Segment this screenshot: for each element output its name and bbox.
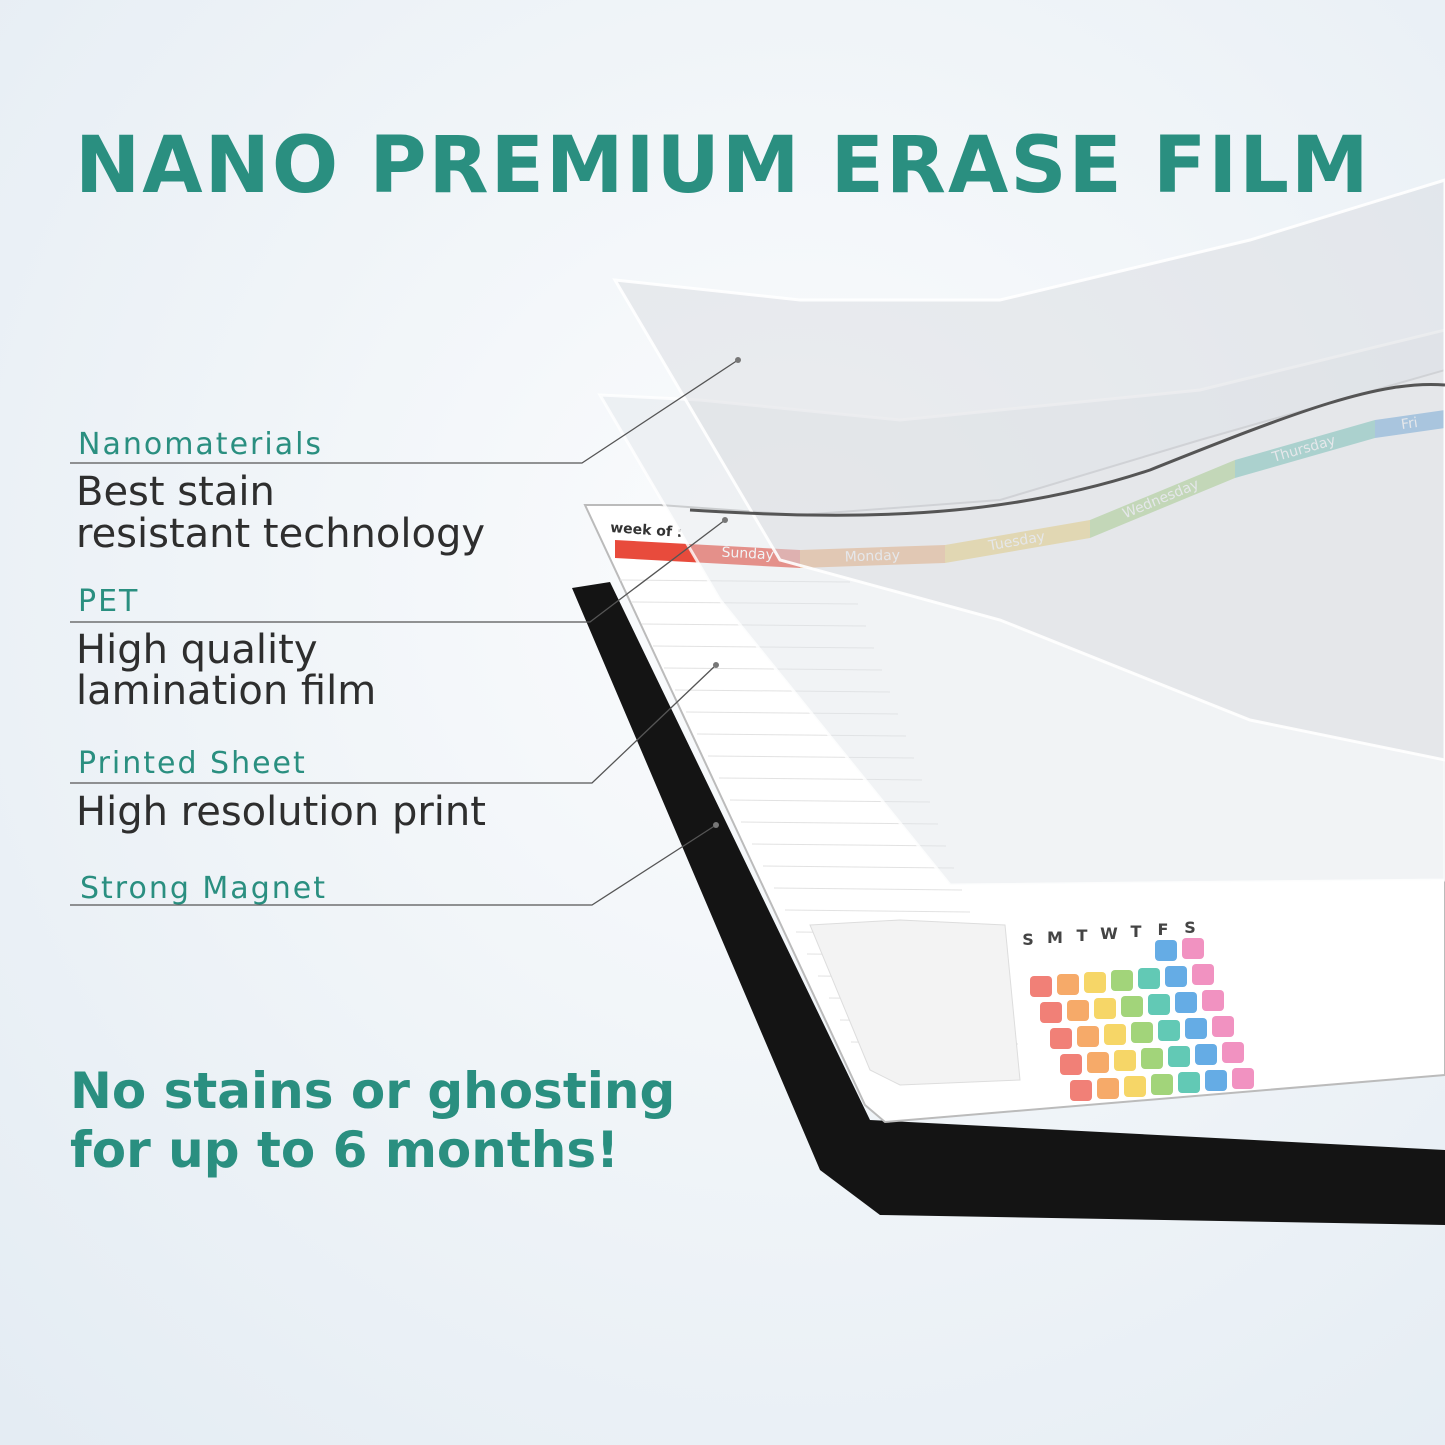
grid-cell	[1148, 994, 1170, 1015]
sheet-line	[707, 755, 915, 759]
grid-cell	[1182, 938, 1204, 959]
leader-line	[70, 519, 726, 623]
grid-cell	[1192, 964, 1214, 985]
sheet-line	[751, 843, 947, 847]
sheet-line	[674, 689, 891, 693]
grid-cell	[1165, 966, 1187, 987]
sheet-line	[641, 623, 867, 627]
grid-cell	[1094, 998, 1116, 1019]
layer-name: Printed Sheet	[78, 746, 307, 781]
grid-cell	[1084, 972, 1106, 993]
sheet-line	[696, 733, 907, 737]
grid-cell	[1185, 1018, 1207, 1039]
day-band	[1375, 410, 1445, 438]
tagline: for up to 6 months!	[70, 1121, 619, 1179]
weekday-initial: W	[1100, 924, 1118, 943]
grid-cell	[1222, 1042, 1244, 1063]
grid-cell	[1124, 1076, 1146, 1097]
sheet-line	[685, 711, 899, 715]
grid-cell	[1104, 1024, 1126, 1045]
day-band	[615, 540, 800, 568]
day-name: Fri	[1400, 415, 1419, 433]
weekday-initial: F	[1158, 920, 1169, 939]
leader-dot	[713, 662, 719, 668]
grid-cell	[1202, 990, 1224, 1011]
grid-cell	[1158, 1020, 1180, 1041]
sheet-line	[652, 645, 875, 649]
layer-description: High resolution print	[76, 789, 486, 835]
day-band	[1235, 420, 1375, 478]
pet-film	[597, 328, 1445, 887]
weekday-initial: S	[1184, 918, 1196, 937]
grid-cell	[1077, 1026, 1099, 1047]
title: NANO PREMIUM ERASE FILM	[75, 121, 1371, 211]
week-label: week of :	[610, 520, 683, 541]
grid-cell	[1168, 1046, 1190, 1067]
weekday-initial: M	[1047, 928, 1063, 947]
grid-cell	[1050, 1028, 1072, 1049]
layer-description: Best stain	[76, 469, 275, 515]
leader-line	[70, 824, 717, 906]
leader-line	[70, 664, 717, 784]
layer-name: Strong Magnet	[80, 871, 327, 906]
day-name: Monday	[844, 548, 900, 566]
magnet-base	[572, 582, 1445, 1225]
layer-description: High quality	[76, 627, 317, 673]
layer-name: PET	[78, 584, 139, 619]
grid-cell	[1155, 940, 1177, 961]
grid-cell	[1030, 976, 1052, 997]
nano-film	[612, 178, 1445, 762]
weekday-initial: S	[1022, 930, 1034, 949]
day-band	[800, 545, 945, 568]
grid-cell	[1040, 1002, 1062, 1023]
grid-cell	[1151, 1074, 1173, 1095]
leader-dot	[722, 517, 728, 523]
grid-cell	[1111, 970, 1133, 991]
grid-cell	[1138, 968, 1160, 989]
sheet-line	[619, 579, 851, 583]
grid-cell	[1114, 1050, 1136, 1071]
tagline: No stains or ghosting	[70, 1062, 675, 1120]
grid-cell	[1175, 992, 1197, 1013]
day-name: Sunday	[721, 545, 774, 564]
layer-name: Nanomaterials	[78, 427, 323, 462]
weekday-initial: T	[1131, 922, 1142, 941]
grid-cell	[1141, 1048, 1163, 1069]
grid-cell	[1087, 1052, 1109, 1073]
day-band	[1090, 460, 1235, 538]
film-edge	[689, 382, 1445, 517]
sheet-line	[740, 821, 939, 825]
grid-cell	[1121, 996, 1143, 1017]
leader-dot	[735, 357, 741, 363]
grid-cell	[1097, 1078, 1119, 1099]
grid-cell	[1131, 1022, 1153, 1043]
grid-cell	[1212, 1016, 1234, 1037]
notes-box	[809, 919, 1021, 1086]
grid-cell	[1060, 1054, 1082, 1075]
leader-line	[70, 359, 739, 464]
sheet-line	[762, 865, 955, 869]
grid-cell	[1070, 1080, 1092, 1101]
sheet-line	[663, 667, 883, 671]
grid-cell	[1232, 1068, 1254, 1089]
grid-cell	[1178, 1072, 1200, 1093]
sheet-line	[784, 909, 971, 913]
sheet-line	[729, 799, 931, 803]
grid-cell	[1057, 974, 1079, 995]
layer-description: lamination film	[76, 668, 376, 714]
grid-cell	[1205, 1070, 1227, 1091]
grid-cell	[1195, 1044, 1217, 1065]
sheet-line	[630, 601, 859, 605]
leader-dot	[713, 822, 719, 828]
weekday-initial: T	[1077, 926, 1088, 945]
grid-cell	[1067, 1000, 1089, 1021]
layer-description: resistant technology	[76, 511, 485, 557]
day-band	[945, 520, 1090, 563]
sheet-line	[773, 887, 963, 891]
sheet-line	[718, 777, 923, 781]
